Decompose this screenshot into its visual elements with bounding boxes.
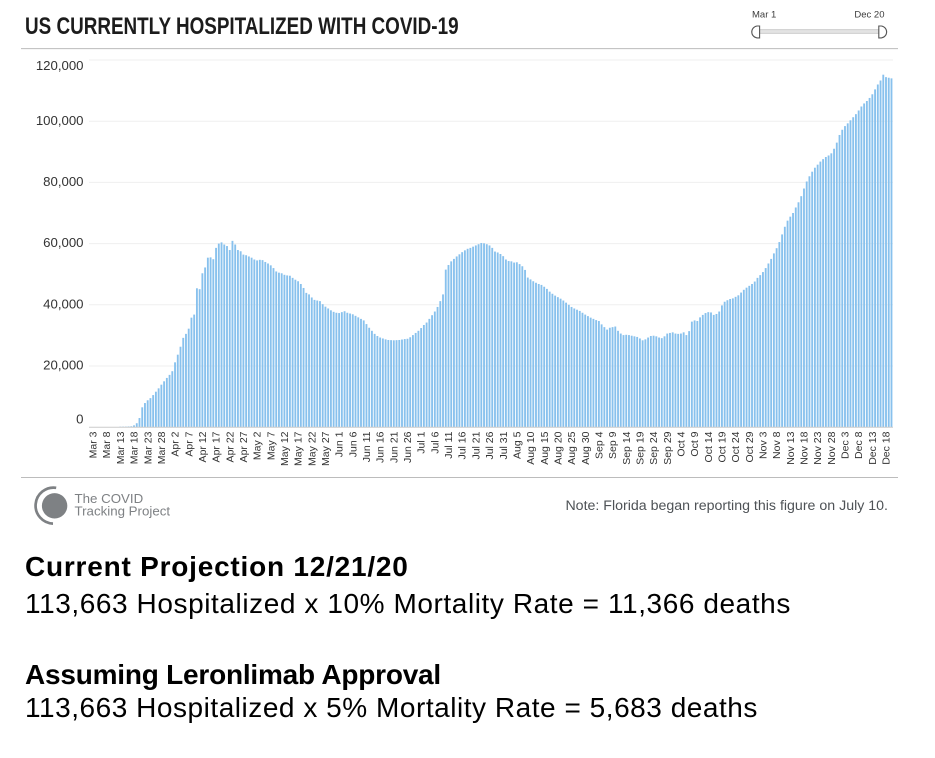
svg-text:Sep 9: Sep 9 — [607, 431, 619, 459]
svg-text:Jun 1: Jun 1 — [334, 431, 346, 457]
svg-text:Apr 27: Apr 27 — [238, 431, 250, 462]
svg-text:Oct 24: Oct 24 — [730, 431, 742, 462]
svg-text:May 2: May 2 — [252, 431, 264, 460]
svg-text:Jul 11: Jul 11 — [443, 431, 455, 458]
svg-text:Dec 3: Dec 3 — [840, 431, 852, 459]
svg-text:Nov 23: Nov 23 — [812, 431, 824, 464]
svg-text:Apr 22: Apr 22 — [224, 431, 236, 462]
svg-text:Nov 3: Nov 3 — [758, 431, 770, 459]
svg-text:Dec 18: Dec 18 — [881, 431, 893, 464]
svg-text:Mar 8: Mar 8 — [101, 431, 113, 458]
svg-text:Apr 12: Apr 12 — [197, 431, 209, 462]
svg-text:Tracking Project: Tracking Project — [75, 503, 171, 518]
svg-text:Note: Florida began reporting: Note: Florida began reporting this figur… — [565, 498, 888, 514]
svg-text:Jul 6: Jul 6 — [429, 431, 441, 453]
svg-text:Nov 28: Nov 28 — [826, 431, 838, 464]
svg-text:Jul 21: Jul 21 — [470, 431, 482, 459]
svg-text:Nov 18: Nov 18 — [799, 431, 811, 464]
svg-text:120,000: 120,000 — [36, 58, 84, 73]
svg-text:Jul 16: Jul 16 — [457, 431, 469, 459]
svg-text:20,000: 20,000 — [43, 357, 83, 372]
svg-text:Jun 16: Jun 16 — [375, 431, 387, 463]
svg-text:Mar 13: Mar 13 — [115, 431, 127, 464]
svg-text:0: 0 — [76, 412, 83, 427]
svg-text:80,000: 80,000 — [43, 174, 83, 189]
svg-text:Apr 17: Apr 17 — [211, 431, 223, 462]
svg-text:Dec 8: Dec 8 — [853, 431, 865, 459]
svg-text:Nov 13: Nov 13 — [785, 431, 797, 464]
svg-text:Mar 1: Mar 1 — [752, 10, 776, 21]
svg-text:Sep 19: Sep 19 — [634, 431, 646, 464]
svg-text:Oct 14: Oct 14 — [703, 431, 715, 462]
svg-text:Oct 29: Oct 29 — [744, 431, 756, 462]
svg-text:May 22: May 22 — [306, 431, 318, 466]
svg-text:60,000: 60,000 — [43, 235, 83, 250]
svg-text:Mar 3: Mar 3 — [88, 431, 100, 458]
svg-text:Aug 30: Aug 30 — [580, 431, 592, 464]
svg-text:Mar 28: Mar 28 — [156, 431, 168, 464]
svg-text:May 27: May 27 — [320, 431, 332, 466]
svg-text:Oct 19: Oct 19 — [717, 431, 729, 462]
svg-text:May 17: May 17 — [293, 431, 305, 466]
svg-text:40,000: 40,000 — [43, 296, 83, 311]
svg-text:Aug 10: Aug 10 — [525, 431, 537, 464]
svg-text:Oct 4: Oct 4 — [675, 431, 687, 456]
svg-text:Sep 29: Sep 29 — [662, 431, 674, 464]
svg-text:Oct 9: Oct 9 — [689, 431, 701, 456]
svg-text:The COVID: The COVID — [75, 491, 144, 506]
svg-text:Jun 26: Jun 26 — [402, 431, 414, 463]
svg-text:Jun 11: Jun 11 — [361, 431, 373, 462]
svg-text:Sep 24: Sep 24 — [648, 431, 660, 464]
svg-text:Jul 31: Jul 31 — [498, 431, 510, 459]
svg-text:Jul 1: Jul 1 — [416, 431, 428, 453]
svg-text:Dec 13: Dec 13 — [867, 431, 879, 464]
svg-text:Aug 25: Aug 25 — [566, 431, 578, 464]
svg-text:Apr 7: Apr 7 — [183, 431, 195, 456]
svg-text:Mar 18: Mar 18 — [129, 431, 141, 464]
svg-text:May 12: May 12 — [279, 431, 291, 466]
svg-text:May 7: May 7 — [265, 431, 277, 460]
svg-text:100,000: 100,000 — [36, 113, 84, 128]
svg-text:Aug 5: Aug 5 — [511, 431, 523, 459]
svg-text:Jun 21: Jun 21 — [388, 431, 400, 463]
svg-text:Sep 4: Sep 4 — [593, 431, 605, 459]
svg-text:Nov 8: Nov 8 — [771, 431, 783, 459]
svg-text:Jul 26: Jul 26 — [484, 431, 496, 459]
svg-text:Aug 20: Aug 20 — [552, 431, 564, 464]
svg-text:Dec 20: Dec 20 — [854, 10, 884, 21]
svg-text:Jun 6: Jun 6 — [347, 431, 359, 457]
svg-text:Mar 23: Mar 23 — [142, 431, 154, 464]
svg-text:Aug 15: Aug 15 — [539, 431, 551, 464]
svg-text:Sep 14: Sep 14 — [621, 431, 633, 464]
svg-text:Apr 2: Apr 2 — [170, 431, 182, 456]
